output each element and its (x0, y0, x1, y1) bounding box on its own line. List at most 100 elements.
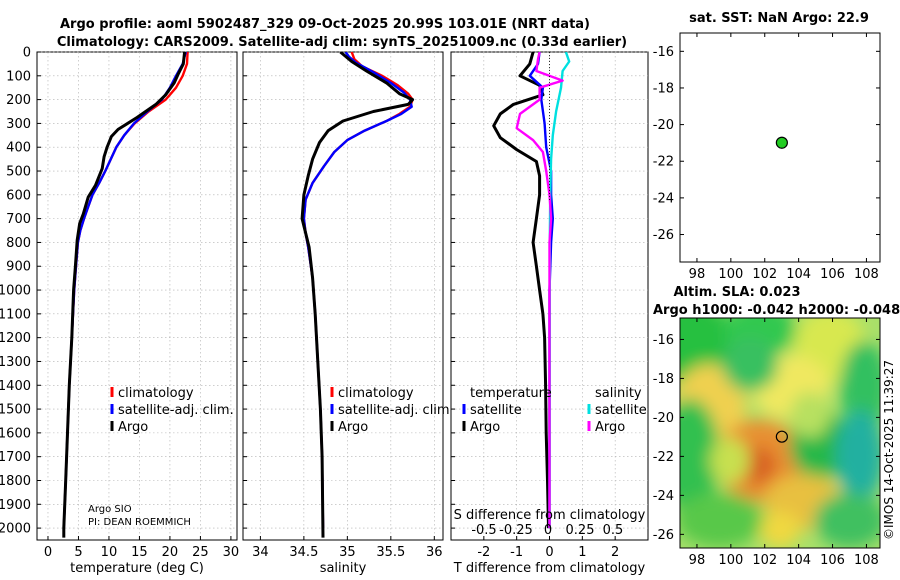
y-tick-label: 1200 (0, 331, 31, 346)
x-tick-label: 30 (223, 545, 240, 560)
y-tick-label: -18 (653, 81, 674, 96)
secondary-x-tick-label: 0 (544, 523, 552, 538)
x-tick-label: 104 (786, 267, 811, 282)
y-tick-label: 400 (6, 141, 31, 156)
differences-xlabel: T difference from climatology (453, 561, 646, 576)
legend-label: Argo (595, 420, 625, 435)
legend-label: satellite-adj. clim. (118, 403, 234, 418)
x-tick-label: 108 (854, 553, 879, 568)
x-tick-label: 104 (786, 553, 811, 568)
y-tick-label: 1700 (0, 450, 31, 465)
secondary-x-tick-label: -0.25 (499, 523, 533, 538)
legend-label: climatology (118, 386, 194, 401)
figure-title-line1: Argo profile: aoml 5902487_329 09-Oct-20… (60, 17, 590, 32)
imos-watermark: ©IMOS 14-Oct-2025 11:39:27 (882, 360, 896, 540)
x-tick-label: 102 (752, 267, 777, 282)
sla-heatmap (680, 318, 880, 548)
y-tick-label: 300 (6, 117, 31, 132)
argo-float-position-marker (775, 136, 788, 149)
y-tick-label: 0 (23, 46, 31, 61)
y-tick-label: -26 (653, 228, 674, 243)
salinity-panel: 34 34.5 35 35.5 36 salinity climatology satelli… (242, 51, 454, 576)
y-tick-label: -16 (653, 45, 674, 60)
x-tick-label: 106 (820, 553, 845, 568)
figure-title-line2: Climatology: CARS2009. Satellite-adj cli… (57, 35, 627, 50)
y-tick-label: 1600 (0, 426, 31, 441)
sla-anomaly-patch (760, 511, 800, 548)
y-tick-label: 800 (6, 236, 31, 251)
x-tick-label: 102 (752, 553, 777, 568)
differences-panel: -2 -1 0 1 2T difference from climatology temp… (450, 51, 649, 576)
y-tick-label: 1000 (0, 284, 31, 299)
temperature-panel: 0 5 10 15 20 25 30 temperature (deg C) 0 100 200 30… (0, 46, 239, 577)
x-tick-label: 98 (689, 553, 706, 568)
legend-label: satellite (470, 403, 522, 418)
x-tick-label: 20 (162, 545, 179, 560)
legend-group-title-salinity: salinity (595, 386, 642, 401)
sst_map-panel: 98 100 102 104 106 108 -16 -18 -20 -22 -24 -26 (653, 32, 881, 282)
temperature-axes-frame (36, 51, 238, 541)
x-tick-label: 100 (718, 553, 743, 568)
y-tick-label: 1500 (0, 403, 31, 418)
sla-anomaly-patch (836, 410, 880, 502)
sla-anomaly-patch (722, 336, 778, 392)
sla-map-subtitle: Argo h1000: -0.042 h2000: -0.048 (653, 303, 900, 318)
sla-anomaly-patch (680, 492, 764, 548)
y-tick-label: -20 (653, 411, 674, 426)
legend-label: satellite-adj. clim. (338, 403, 454, 418)
y-tick-label: 1300 (0, 355, 31, 370)
y-tick-label: -16 (653, 333, 674, 348)
x-tick-label: -2 (477, 545, 490, 560)
salinity-axes-frame (242, 51, 444, 541)
x-tick-label: 34 (252, 545, 269, 560)
legend-label: satellite (595, 403, 647, 418)
temperature-xlabel: temperature (deg C) (70, 561, 204, 576)
legend-label: climatology (338, 386, 414, 401)
sla-map-title: Altim. SLA: 0.023 (674, 285, 801, 300)
y-tick-label: 1400 (0, 379, 31, 394)
y-tick-label: 900 (6, 260, 31, 275)
x-tick-label: 108 (854, 267, 879, 282)
x-tick-label: 10 (101, 545, 118, 560)
x-tick-label: 25 (192, 545, 209, 560)
x-tick-label: 106 (820, 267, 845, 282)
salinity-xlabel: salinity (320, 561, 367, 576)
x-tick-label: 5 (74, 545, 82, 560)
x-tick-label: 35 (339, 545, 356, 560)
series-line-salinity-argo (515, 52, 564, 529)
x-tick-label: -1 (510, 545, 523, 560)
y-tick-label: -22 (653, 450, 674, 465)
y-tick-label: -22 (653, 155, 674, 170)
sla_map-panel: 98 100 102 104 106 108 -16 -18 -20 -22 -24 -26 (653, 317, 881, 568)
y-tick-label: 2000 (0, 522, 31, 537)
secondary-x-tick-label: -0.5 (471, 523, 496, 538)
x-tick-label: 34.5 (289, 545, 318, 560)
sla-anomaly-patch (840, 341, 880, 433)
x-tick-label: 0 (545, 545, 553, 560)
x-tick-label: 15 (131, 545, 148, 560)
y-tick-label: 700 (6, 212, 31, 227)
y-tick-label: -24 (653, 191, 674, 206)
legend-label: Argo (118, 420, 148, 435)
secondary-x-tick-label: 0.5 (603, 523, 624, 538)
sla-anomaly-patch (790, 391, 830, 438)
legend-label: Argo (470, 420, 500, 435)
x-tick-label: 36 (426, 545, 443, 560)
x-tick-label: 0 (44, 545, 52, 560)
x-tick-label: 1 (578, 545, 586, 560)
x-tick-label: 100 (718, 267, 743, 282)
x-tick-label: 2 (611, 545, 619, 560)
x-tick-label: 35.5 (376, 545, 405, 560)
sla-anomaly-patch (710, 437, 750, 484)
y-tick-label: -24 (653, 489, 674, 504)
secondary-xlabel: S difference from climatology (454, 508, 646, 523)
y-tick-label: 500 (6, 165, 31, 180)
series-line-argo (62, 52, 187, 538)
y-tick-label: 1900 (0, 498, 31, 513)
legend-label: Argo (338, 420, 368, 435)
y-tick-label: 1100 (0, 307, 31, 322)
sla-anomaly-patch (680, 398, 720, 514)
y-tick-label: 100 (6, 69, 31, 84)
argo-institution-label: Argo SIO (88, 504, 132, 515)
